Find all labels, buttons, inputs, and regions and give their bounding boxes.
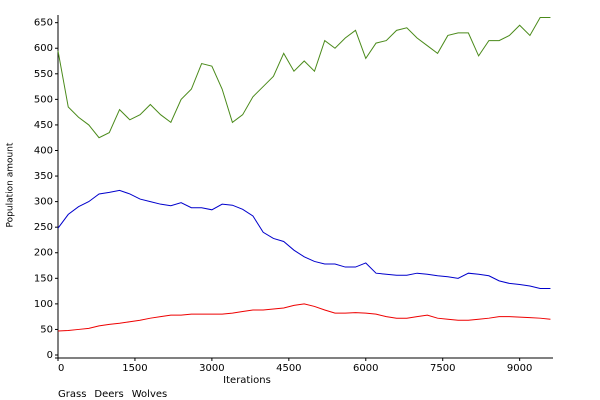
y-tick-label: 200 (34, 248, 53, 259)
x-tick-label: 3000 (199, 363, 224, 374)
y-tick-label: 650 (34, 18, 53, 29)
y-tick-label: 450 (34, 120, 53, 131)
x-tick-label: 1500 (122, 363, 147, 374)
legend-entry: Deers (94, 389, 123, 400)
x-axis-label: Iterations (223, 375, 271, 386)
y-tick-label: 150 (34, 273, 53, 284)
y-axis-label: Population amount (6, 142, 16, 227)
x-tick-label: 9000 (507, 363, 532, 374)
y-tick-label: 50 (40, 324, 53, 335)
y-tick-label: 600 (34, 43, 53, 54)
y-tick-label: 400 (34, 145, 53, 156)
series-line (57, 303, 551, 332)
y-tick-label: 300 (34, 197, 53, 208)
y-tick-label: 350 (34, 171, 53, 182)
y-tick-label: 100 (34, 299, 53, 310)
legend-entry: Wolves (132, 389, 167, 400)
x-tick-label: 7500 (430, 363, 455, 374)
series-line (57, 189, 551, 290)
legend-entry: Grass (58, 389, 86, 400)
y-tick-label: 550 (34, 69, 53, 80)
y-tick-label: 500 (34, 94, 53, 105)
x-tick-label: 6000 (353, 363, 378, 374)
x-tick-label: 4500 (276, 363, 301, 374)
y-tick-label: 250 (34, 222, 53, 233)
series-line (57, 17, 551, 139)
x-tick-label: 0 (58, 363, 64, 374)
y-tick-label: 0 (47, 350, 53, 361)
